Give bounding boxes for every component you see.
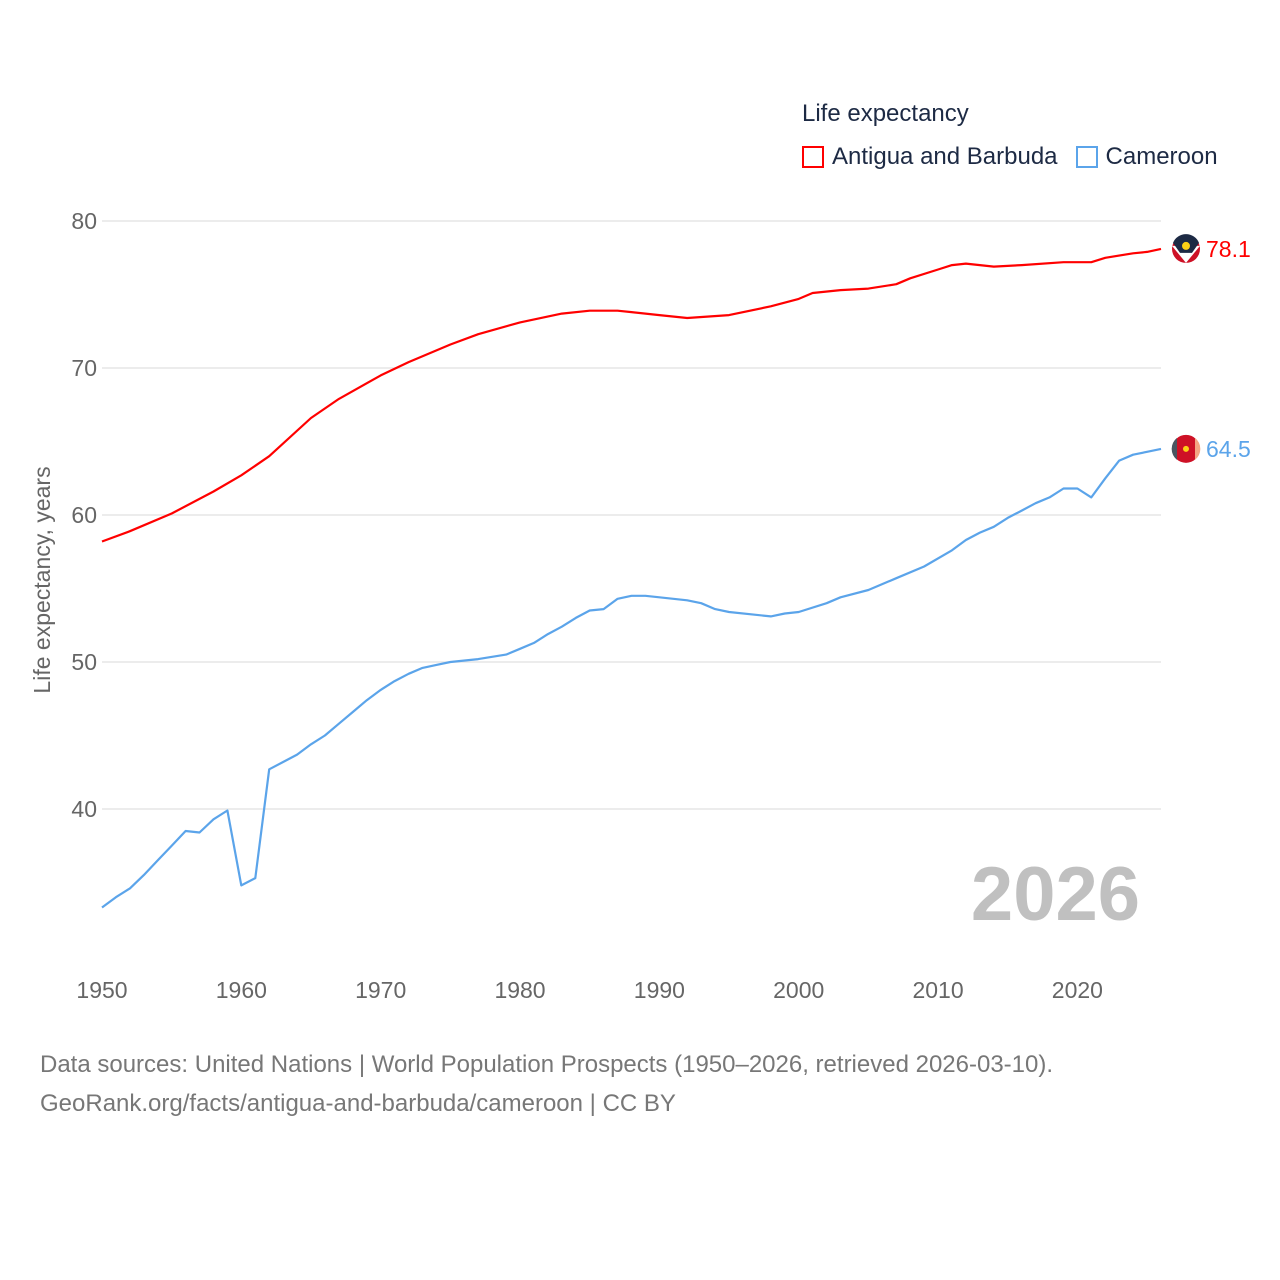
- x-tick-label: 2010: [912, 977, 963, 1003]
- y-tick-label: 70: [71, 355, 97, 381]
- x-tick-label: 2020: [1052, 977, 1103, 1003]
- x-tick-label: 1960: [216, 977, 267, 1003]
- legend-item-cameroon[interactable]: Cameroon: [1075, 143, 1218, 171]
- y-tick-label: 60: [71, 502, 97, 528]
- x-tick-label: 1980: [494, 977, 545, 1003]
- series-line-0: [101, 247, 1162, 543]
- y-axis-label: Life expectancy, years: [29, 466, 55, 693]
- flag-icon: [1171, 434, 1201, 463]
- x-tick-label: 1970: [355, 977, 406, 1003]
- source-line-1: Data sources: United Nations | World Pop…: [40, 1051, 1054, 1078]
- x-tick-label: 1990: [634, 977, 685, 1003]
- y-tick-label: 40: [71, 796, 97, 822]
- y-tick-label: 80: [71, 208, 97, 234]
- legend-title: Life expectancy: [802, 100, 969, 127]
- end-value-label: 78.1: [1206, 236, 1251, 262]
- end-value-label: 64.5: [1206, 436, 1251, 462]
- legend-label: Cameroon: [1105, 143, 1218, 170]
- legend: Antigua and Barbuda Cameroon: [802, 143, 1236, 171]
- legend-item-antigua[interactable]: Antigua and Barbuda: [802, 143, 1058, 171]
- x-tick-label: 2000: [773, 977, 824, 1003]
- x-tick-label: 1950: [76, 977, 127, 1003]
- series-line-1: [101, 447, 1162, 909]
- legend-label: Antigua and Barbuda: [832, 143, 1058, 170]
- source-line-2[interactable]: GeoRank.org/facts/antigua-and-barbuda/ca…: [40, 1090, 676, 1117]
- flag-icon: [1172, 234, 1200, 263]
- legend-swatch-blue: [1075, 146, 1098, 168]
- legend-swatch-red: [802, 146, 824, 168]
- y-tick-label: 50: [71, 649, 97, 675]
- watermark-year: 2026: [971, 852, 1140, 937]
- source-note: Data sources: United Nations | World Pop…: [40, 1045, 1053, 1123]
